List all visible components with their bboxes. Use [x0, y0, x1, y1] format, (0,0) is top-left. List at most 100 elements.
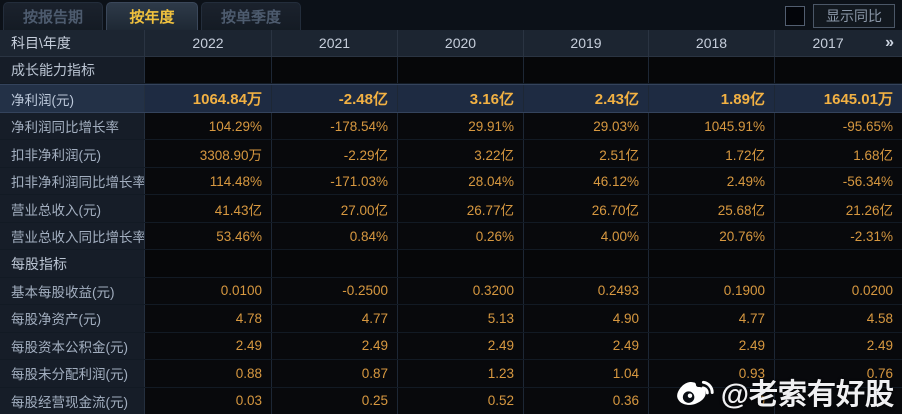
- row-label: 每股指标: [0, 250, 145, 277]
- cell-value: 1.68亿: [775, 140, 902, 167]
- cell-value: 0.88: [145, 360, 272, 387]
- cell-value: [775, 250, 902, 277]
- table-row: 成长能力指标: [0, 57, 902, 85]
- table-header-row: 科目\年度 2022 2021 2020 2019 2018 2017 »: [0, 30, 902, 57]
- cell-value: 1.23: [398, 360, 524, 387]
- cell-value: -171.03%: [272, 167, 398, 195]
- cell-value: [145, 250, 272, 277]
- row-label: 每股未分配利润(元): [0, 360, 145, 387]
- row-label: 营业总收入同比增长率: [0, 222, 145, 250]
- cell-value: 1645.01万: [775, 85, 902, 112]
- yoy-controls: 显示同比: [785, 4, 895, 28]
- cell-value: -2.29亿: [272, 140, 398, 167]
- row-label: 扣非净利润同比增长率: [0, 167, 145, 195]
- table-row: 扣非净利润(元) 3308.90万 -2.29亿 3.22亿 2.51亿 1.72亿 1.6…: [0, 140, 902, 168]
- cell-value: -56.34%: [775, 167, 902, 195]
- cell-value: -2.48亿: [272, 85, 398, 112]
- cell-value: 2.49: [272, 332, 398, 360]
- cell-value: 2.49: [524, 332, 649, 360]
- table-row: 扣非净利润同比增长率 114.48% -171.03% 28.04% 46.12% 2.4…: [0, 167, 902, 196]
- table-row: 每股未分配利润(元) 0.88 0.87 1.23 1.04 0.93 0.76: [0, 360, 902, 388]
- cell-value: 3308.90万: [145, 140, 272, 167]
- table-row: 每股经营现金流(元) 0.03 0.25 0.52 0.36 0: [0, 387, 902, 414]
- cell-value: 2.49: [649, 332, 775, 360]
- cell-value: 2.49%: [649, 167, 775, 195]
- cell-value: 114.48%: [145, 167, 272, 195]
- indicators-table: 科目\年度 2022 2021 2020 2019 2018 2017 » 成长…: [0, 30, 902, 414]
- cell-value: 28.04%: [398, 167, 524, 195]
- cell-value: 1064.84万: [145, 85, 272, 112]
- row-label: 净利润(元): [0, 85, 145, 112]
- cell-value: 0.1900: [649, 277, 775, 305]
- cell-value: 53.46%: [145, 222, 272, 250]
- cell-value: 0.3200: [398, 277, 524, 305]
- corner-header: 科目\年度: [0, 30, 145, 56]
- cell-value: 46.12%: [524, 167, 649, 195]
- cell-value: 29.03%: [524, 112, 649, 140]
- cell-value: 4.58: [775, 305, 902, 332]
- cell-value: 2.43亿: [524, 85, 649, 112]
- cell-value: 0.25: [272, 387, 398, 414]
- cell-value: 29.91%: [398, 112, 524, 140]
- show-yoy-button[interactable]: 显示同比: [813, 4, 895, 28]
- cell-value: [524, 250, 649, 277]
- cell-value: 27.00亿: [272, 195, 398, 222]
- table-row: 净利润同比增长率 104.29% -178.54% 29.91% 29.03% 1045.…: [0, 112, 902, 141]
- cell-value: 21.26亿: [775, 195, 902, 222]
- table-row: 基本每股收益(元) 0.0100 -0.2500 0.3200 0.2493 0.1900…: [0, 277, 902, 306]
- cell-value: 4.90: [524, 305, 649, 332]
- cell-value: [775, 387, 902, 414]
- cell-value: [775, 57, 902, 84]
- cell-value: 3.22亿: [398, 140, 524, 167]
- cell-value: 26.77亿: [398, 195, 524, 222]
- cell-value: 0.84%: [272, 222, 398, 250]
- cell-value: 20.76%: [649, 222, 775, 250]
- table-row: 每股资本公积金(元) 2.49 2.49 2.49 2.49 2.49 2.49: [0, 332, 902, 361]
- cell-value: -95.65%: [775, 112, 902, 140]
- cell-value: 0.36: [524, 387, 649, 414]
- show-yoy-checkbox[interactable]: [785, 6, 805, 26]
- cell-value: 0: [649, 387, 775, 414]
- cell-value: 0.26%: [398, 222, 524, 250]
- cell-value: 26.70亿: [524, 195, 649, 222]
- tab-by-report-period[interactable]: 按报告期: [3, 2, 103, 30]
- cell-value: 2.49: [398, 332, 524, 360]
- cell-value: 4.77: [649, 305, 775, 332]
- year-header: 2021: [272, 30, 398, 56]
- more-years-icon[interactable]: »: [885, 34, 894, 51]
- cell-value: 104.29%: [145, 112, 272, 140]
- row-label: 每股经营现金流(元): [0, 387, 145, 414]
- row-label: 成长能力指标: [0, 57, 145, 84]
- cell-value: 4.00%: [524, 222, 649, 250]
- cell-value: 2.49: [775, 332, 902, 360]
- cell-value: 0.0200: [775, 277, 902, 305]
- table-row: 每股指标: [0, 250, 902, 278]
- year-header: 2019: [524, 30, 649, 56]
- row-label: 营业总收入(元): [0, 195, 145, 222]
- cell-value: [398, 57, 524, 84]
- table-row: 营业总收入(元) 41.43亿 27.00亿 26.77亿 26.70亿 25.68亿 21…: [0, 195, 902, 223]
- cell-value: [524, 57, 649, 84]
- cell-value: [272, 57, 398, 84]
- cell-value: -2.31%: [775, 222, 902, 250]
- cell-value: [272, 250, 398, 277]
- cell-value: [145, 57, 272, 84]
- year-header: 2022: [145, 30, 272, 56]
- cell-value: 4.78: [145, 305, 272, 332]
- cell-value: 0.03: [145, 387, 272, 414]
- cell-value: 1045.91%: [649, 112, 775, 140]
- cell-value: -0.2500: [272, 277, 398, 305]
- cell-value: 3.16亿: [398, 85, 524, 112]
- cell-value: [398, 250, 524, 277]
- cell-value: 0.76: [775, 360, 902, 387]
- table-row: 净利润(元) 1064.84万 -2.48亿 3.16亿 2.43亿 1.89亿 1645.…: [0, 84, 902, 113]
- year-header: 2017 »: [775, 30, 902, 56]
- tab-by-single-quarter[interactable]: 按单季度: [201, 2, 301, 30]
- year-header: 2018: [649, 30, 775, 56]
- year-header: 2020: [398, 30, 524, 56]
- cell-value: 0.93: [649, 360, 775, 387]
- cell-value: 2.49: [145, 332, 272, 360]
- tab-by-year[interactable]: 按年度: [106, 2, 198, 30]
- cell-value: 1.04: [524, 360, 649, 387]
- cell-value: 0.0100: [145, 277, 272, 305]
